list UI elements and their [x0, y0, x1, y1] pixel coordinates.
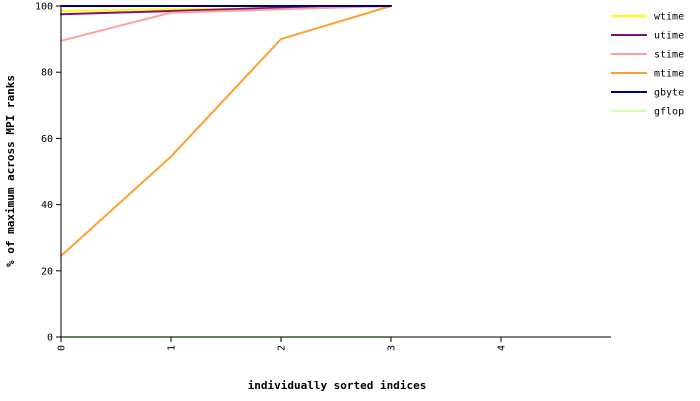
x-tick-label-2: 2 — [277, 345, 288, 351]
x-axis-title: individually sorted indices — [248, 379, 427, 392]
x-tick-label-0: 0 — [57, 345, 68, 351]
x-tick-label-1: 1 — [167, 345, 178, 351]
legend: wtime utime stime mtime gbyte gflop — [611, 12, 684, 118]
legend-label-gflop: gflop — [654, 107, 684, 118]
x-tick-label-4: 4 — [497, 345, 508, 351]
series-line-stime — [60, 5, 392, 42]
y-tick-label-100: 100 — [35, 2, 53, 13]
legend-label-mtime: mtime — [654, 69, 684, 80]
x-tick-label-3: 3 — [387, 345, 398, 351]
y-tick-label-80: 80 — [41, 68, 53, 79]
legend-label-wtime: wtime — [654, 12, 684, 23]
y-tick-label-40: 40 — [41, 200, 53, 211]
series-line-mtime — [60, 5, 392, 257]
y-axis-title: % of maximum across MPI ranks — [4, 75, 17, 267]
legend-label-gbyte: gbyte — [654, 88, 684, 99]
y-tick-label-60: 60 — [41, 134, 53, 145]
y-tick-label-20: 20 — [41, 266, 53, 277]
legend-label-stime: stime — [654, 50, 684, 61]
plot-series — [60, 5, 392, 338]
axes: 0 20 40 60 80 100 0 1 2 3 4 — [35, 2, 611, 351]
legend-label-utime: utime — [654, 31, 684, 42]
y-tick-label-0: 0 — [47, 333, 53, 344]
